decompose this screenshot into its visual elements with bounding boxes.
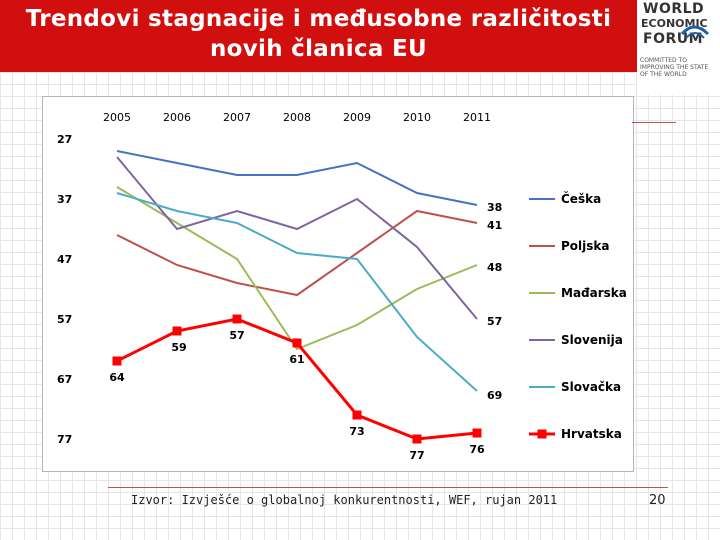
series-line-1 [116, 209, 478, 297]
x-tick-label-2007: 2007 [223, 111, 251, 124]
legend-marker-5 [537, 429, 547, 439]
end-label-1: 41 [487, 219, 502, 232]
y-tick-label-27: 27 [57, 133, 72, 146]
legend-label-5: Hrvatska [561, 427, 622, 441]
title-banner: Trendovi stagnacije i međusobne različit… [0, 0, 637, 72]
data-point-5-1 [172, 326, 182, 336]
x-tick-label-2011: 2011 [463, 111, 491, 124]
point-label-0: 64 [109, 371, 125, 384]
data-point-5-4 [352, 410, 362, 420]
series-line-0 [116, 150, 478, 206]
end-label-0: 38 [487, 201, 502, 214]
accent-line [632, 122, 676, 123]
end-label-2: 48 [487, 261, 502, 274]
slide-title-line2: novih članica EU [209, 36, 428, 62]
x-tick-label-2005: 2005 [103, 111, 131, 124]
point-label-2: 57 [229, 329, 244, 342]
logo-tagline: COMMITTED TO IMPROVING THE STATE OF THE … [640, 57, 709, 78]
x-tick-label-2010: 2010 [403, 111, 431, 124]
x-tick-label-2008: 2008 [283, 111, 311, 124]
series-line-5 [116, 317, 478, 441]
data-point-5-0 [112, 356, 122, 366]
legend-label-2: Mađarska [561, 286, 627, 300]
series-line-3 [116, 156, 478, 320]
data-point-5-6 [472, 428, 482, 438]
y-tick-label-67: 67 [57, 373, 72, 386]
end-label-4: 69 [487, 389, 502, 402]
footer-divider [108, 487, 668, 488]
logo-word-1: WORLD [643, 1, 705, 17]
point-label-1: 59 [171, 341, 186, 354]
legend-label-0: Češka [561, 191, 601, 206]
data-point-5-3 [292, 338, 302, 348]
slide-title: Trendovi stagnacije i međusobne različit… [0, 4, 637, 64]
legend-label-3: Slovenija [561, 333, 623, 347]
data-point-5-5 [412, 434, 422, 444]
legend-label-4: Slovačka [561, 380, 621, 394]
point-label-4: 73 [349, 425, 364, 438]
y-tick-label-57: 57 [57, 313, 72, 326]
point-label-6: 76 [469, 443, 485, 456]
y-tick-label-37: 37 [57, 193, 72, 206]
line-chart: 2005 2006 2007 2008 2009 2010 2011 27 37 47 57 67 77… [57, 111, 627, 462]
slide-title-line1: Trendovi stagnacije i međusobne različit… [25, 6, 612, 32]
globe-emblem-icon [680, 25, 710, 39]
series-line-2 [116, 186, 478, 351]
x-tick-label-2009: 2009 [343, 111, 371, 124]
point-label-3: 61 [289, 353, 304, 366]
x-tick-label-2006: 2006 [163, 111, 191, 124]
data-point-5-2 [232, 314, 242, 324]
series-line-4 [116, 192, 478, 392]
source-note: Izvor: Izvješće o globalnoj konkurentnos… [131, 493, 558, 507]
point-label-5: 77 [409, 449, 424, 462]
chart-container: 2005 2006 2007 2008 2009 2010 2011 27 37 47 57 67 77… [42, 96, 634, 472]
legend-label-1: Poljska [561, 239, 610, 253]
end-label-3: 57 [487, 315, 502, 328]
y-tick-label-77: 77 [57, 433, 72, 446]
page-number: 20 [649, 493, 666, 508]
y-tick-label-47: 47 [57, 253, 72, 266]
